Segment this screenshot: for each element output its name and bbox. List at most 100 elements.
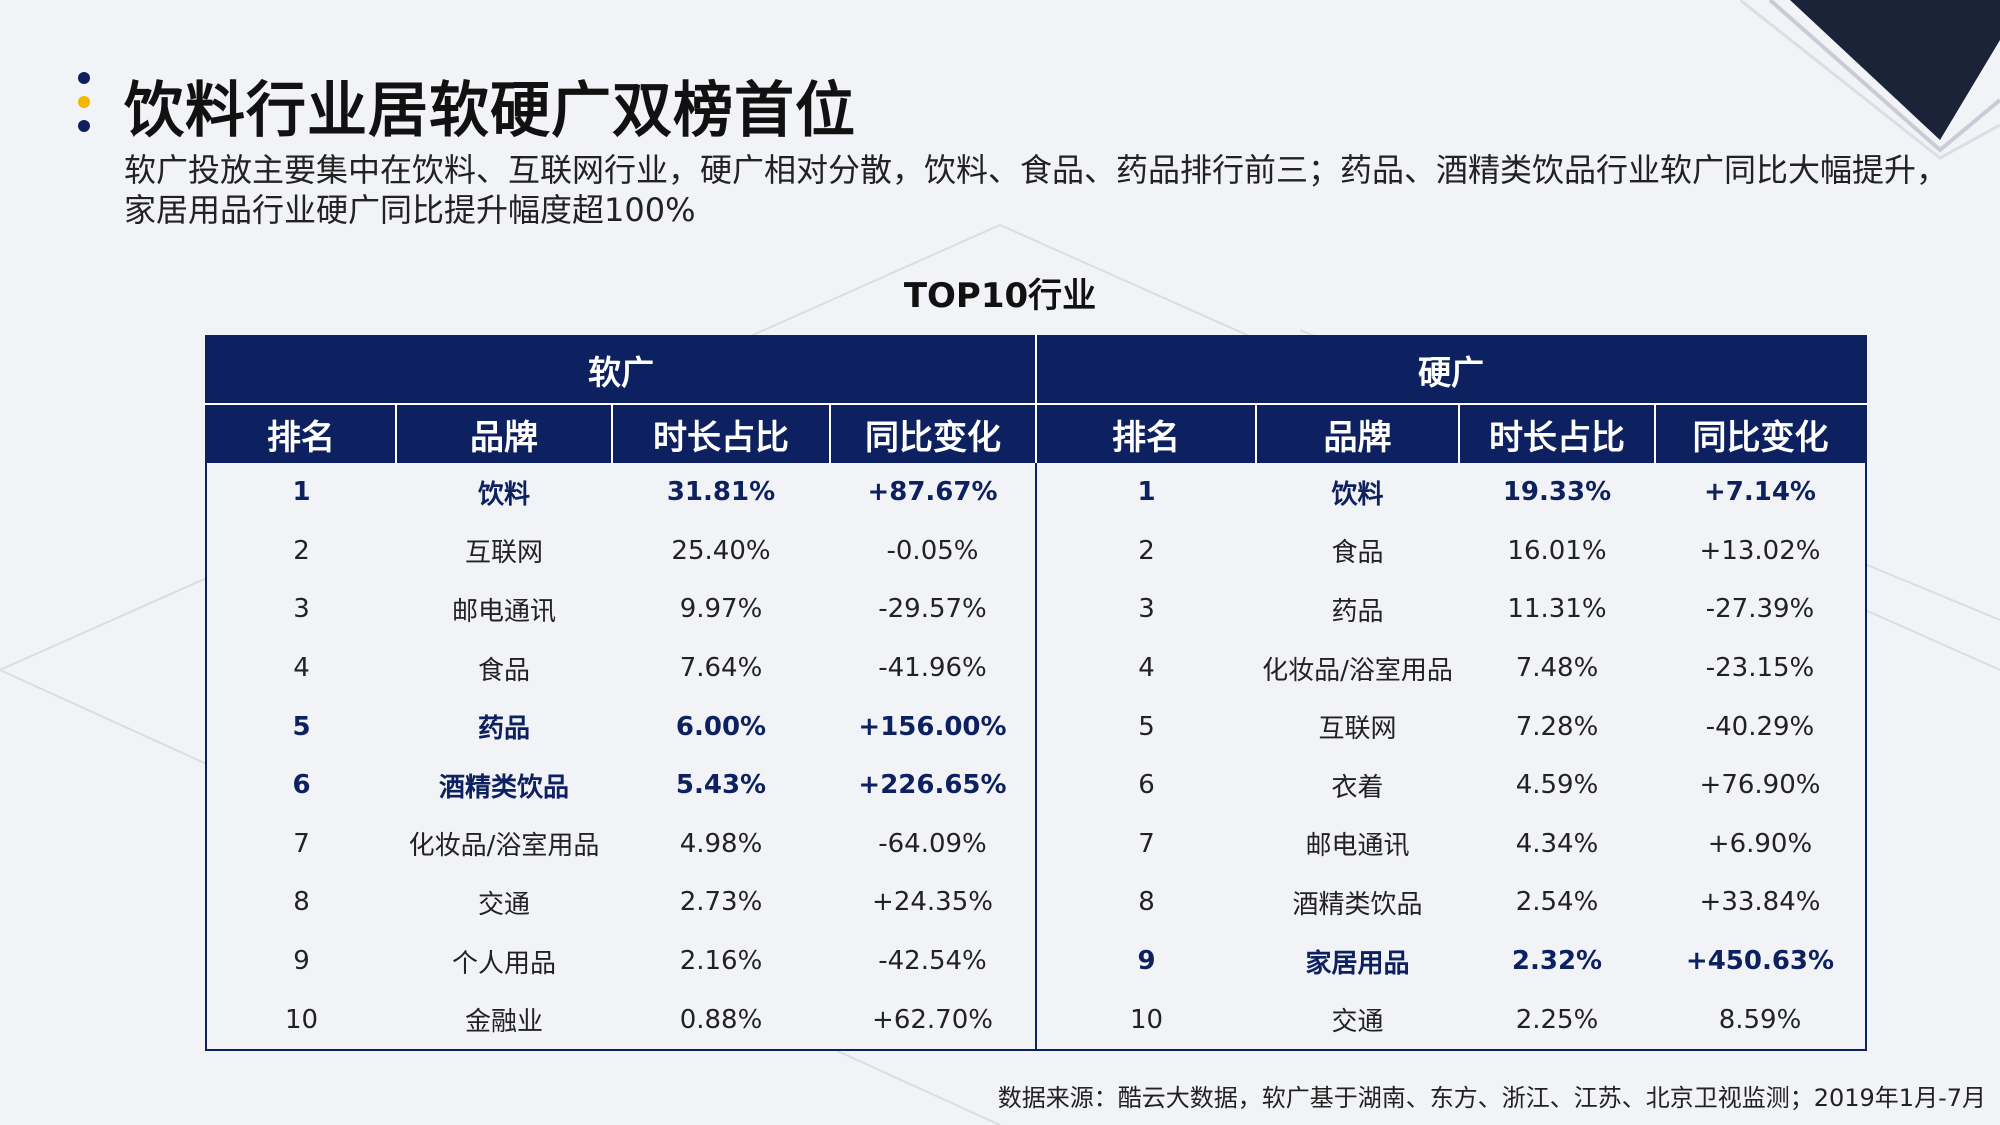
page-title: 饮料行业居软硬广双榜首位: [124, 76, 856, 146]
hard-yoy-cell: +7.14%: [1655, 463, 1866, 522]
hard-brand-cell: 药品: [1256, 580, 1459, 639]
hard-share-cell: 7.28%: [1459, 697, 1655, 756]
soft-rank-cell: 1: [206, 463, 396, 522]
column-header: 排名: [206, 404, 397, 463]
hard-yoy-cell: 8.59%: [1655, 990, 1866, 1050]
column-header: 排名: [1036, 404, 1257, 463]
hard-share-cell: 2.32%: [1459, 931, 1655, 991]
hard-yoy-cell: -27.39%: [1655, 580, 1866, 639]
soft-ad-group-header: 软广: [206, 336, 1037, 405]
hard-brand-cell: 饮料: [1256, 463, 1459, 522]
soft-yoy-cell: +24.35%: [830, 873, 1037, 932]
hard-share-cell: 2.54%: [1459, 873, 1655, 932]
table-row: 8 交通 2.73% +24.35% 8 酒精类饮品 2.54% +33.84%: [206, 873, 1866, 932]
table-caption: TOP10行业: [903, 276, 1097, 316]
table-row: 6 酒精类饮品 5.43% +226.65% 6 衣着 4.59% +76.90%: [206, 755, 1866, 815]
hard-rank-cell: 6: [1036, 755, 1256, 815]
table-row: 7 化妆品/浴室用品 4.98% -64.09% 7 邮电通讯 4.34% +6.90%: [206, 814, 1866, 874]
soft-brand-cell: 金融业: [396, 990, 612, 1050]
hard-share-cell: 7.48%: [1459, 638, 1655, 698]
soft-yoy-cell: +62.70%: [830, 990, 1037, 1050]
column-header: 同比变化: [1655, 404, 1866, 463]
yellow-dot: [78, 96, 90, 108]
soft-yoy-cell: -41.96%: [830, 638, 1037, 698]
soft-yoy-cell: -42.54%: [830, 931, 1037, 991]
table-row: 10 金融业 0.88% +62.70% 10 交通 2.25% 8.59%: [206, 990, 1866, 1050]
soft-brand-cell: 个人用品: [396, 931, 612, 991]
soft-brand-cell: 互联网: [396, 521, 612, 581]
column-header: 同比变化: [830, 404, 1037, 463]
navy-dot: [78, 72, 90, 84]
hard-yoy-cell: +33.84%: [1655, 873, 1866, 932]
corner-decoration: [1740, 0, 2000, 160]
soft-brand-cell: 酒精类饮品: [396, 755, 612, 815]
soft-brand-cell: 食品: [396, 638, 612, 698]
hard-rank-cell: 4: [1036, 638, 1256, 698]
soft-rank-cell: 7: [206, 814, 396, 874]
hard-brand-cell: 家居用品: [1256, 931, 1459, 991]
soft-yoy-cell: -64.09%: [830, 814, 1037, 874]
hard-rank-cell: 9: [1036, 931, 1256, 991]
soft-rank-cell: 8: [206, 873, 396, 932]
hard-yoy-cell: +13.02%: [1655, 521, 1866, 581]
hard-brand-cell: 邮电通讯: [1256, 814, 1459, 874]
soft-share-cell: 7.64%: [612, 638, 830, 698]
soft-rank-cell: 10: [206, 990, 396, 1050]
hard-rank-cell: 10: [1036, 990, 1256, 1050]
hard-share-cell: 19.33%: [1459, 463, 1655, 522]
hard-rank-cell: 3: [1036, 580, 1256, 639]
hard-brand-cell: 交通: [1256, 990, 1459, 1050]
soft-share-cell: 2.16%: [612, 931, 830, 991]
hard-yoy-cell: +450.63%: [1655, 931, 1866, 991]
soft-rank-cell: 3: [206, 580, 396, 639]
hard-share-cell: 11.31%: [1459, 580, 1655, 639]
soft-yoy-cell: -29.57%: [830, 580, 1037, 639]
soft-share-cell: 0.88%: [612, 990, 830, 1050]
soft-brand-cell: 化妆品/浴室用品: [396, 814, 612, 874]
hard-share-cell: 16.01%: [1459, 521, 1655, 581]
column-header: 品牌: [396, 404, 613, 463]
soft-yoy-cell: -0.05%: [830, 521, 1037, 581]
soft-brand-cell: 饮料: [396, 463, 612, 522]
hard-yoy-cell: -40.29%: [1655, 697, 1866, 756]
soft-rank-cell: 6: [206, 755, 396, 815]
soft-brand-cell: 邮电通讯: [396, 580, 612, 639]
table-row: 2 互联网 25.40% -0.05% 2 食品 16.01% +13.02%: [206, 521, 1866, 581]
soft-rank-cell: 4: [206, 638, 396, 698]
hard-rank-cell: 7: [1036, 814, 1256, 874]
soft-share-cell: 31.81%: [612, 463, 830, 522]
column-header: 品牌: [1256, 404, 1460, 463]
table-row: 4 食品 7.64% -41.96% 4 化妆品/浴室用品 7.48% -23.15%: [206, 638, 1866, 698]
soft-share-cell: 2.73%: [612, 873, 830, 932]
soft-yoy-cell: +156.00%: [830, 697, 1037, 756]
table-row: 3 邮电通讯 9.97% -29.57% 3 药品 11.31% -27.39%: [206, 580, 1866, 639]
page-subtitle: 软广投放主要集中在饮料、互联网行业，硬广相对分散，饮料、食品、药品排行前三；药品…: [124, 151, 1949, 229]
title-bullet-icon: [76, 72, 92, 142]
hard-share-cell: 4.59%: [1459, 755, 1655, 815]
hard-brand-cell: 食品: [1256, 521, 1459, 581]
table-row: 9 个人用品 2.16% -42.54% 9 家居用品 2.32% +450.63%: [206, 931, 1866, 991]
table-row: 5 药品 6.00% +156.00% 5 互联网 7.28% -40.29%: [206, 697, 1866, 756]
hard-yoy-cell: +76.90%: [1655, 755, 1866, 815]
soft-brand-cell: 药品: [396, 697, 612, 756]
soft-rank-cell: 9: [206, 931, 396, 991]
table-row: 1 饮料 31.81% +87.67% 1 饮料 19.33% +7.14%: [206, 463, 1866, 522]
hard-rank-cell: 1: [1036, 463, 1256, 522]
hard-rank-cell: 2: [1036, 521, 1256, 581]
hard-ad-group-header: 硬广: [1036, 336, 1866, 405]
soft-rank-cell: 5: [206, 697, 396, 756]
hard-yoy-cell: +6.90%: [1655, 814, 1866, 874]
column-header: 时长占比: [1459, 404, 1656, 463]
hard-brand-cell: 互联网: [1256, 697, 1459, 756]
soft-share-cell: 9.97%: [612, 580, 830, 639]
hard-rank-cell: 5: [1036, 697, 1256, 756]
table-body: 1 饮料 31.81% +87.67% 1 饮料 19.33% +7.14% 2 互联网 25.40…: [206, 463, 1866, 1050]
hard-brand-cell: 衣着: [1256, 755, 1459, 815]
soft-share-cell: 6.00%: [612, 697, 830, 756]
hard-rank-cell: 8: [1036, 873, 1256, 932]
soft-rank-cell: 2: [206, 521, 396, 581]
hard-brand-cell: 化妆品/浴室用品: [1256, 638, 1459, 698]
soft-yoy-cell: +87.67%: [830, 463, 1037, 522]
column-header: 时长占比: [612, 404, 831, 463]
hard-share-cell: 4.34%: [1459, 814, 1655, 874]
